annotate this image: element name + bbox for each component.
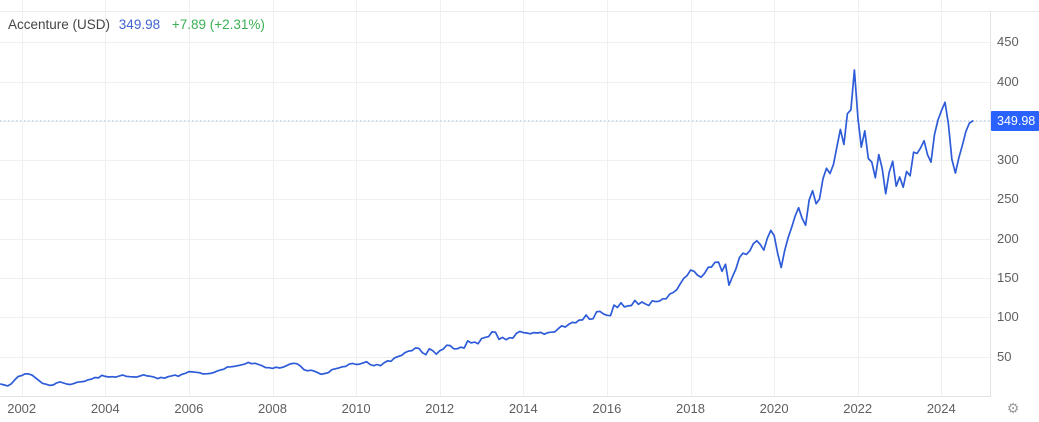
time-axis-label: 2022: [843, 401, 873, 416]
instrument-name: Accenture (USD): [8, 17, 111, 32]
price-axis-label: 200: [997, 230, 1019, 246]
chart-header: Accenture (USD) 349.98 +7.89 (+2.31%): [8, 16, 265, 33]
price-axis-label: 100: [997, 309, 1019, 325]
top-border: [0, 11, 1039, 12]
last-price: 349.98: [118, 17, 161, 32]
price-change: +7.89 (+2.31%): [171, 17, 265, 32]
time-axis-label: 2014: [508, 401, 538, 416]
price-axis-label: 150: [997, 270, 1019, 286]
price-axis-border: [990, 11, 991, 397]
time-axis-label: 2020: [759, 401, 789, 416]
price-axis-label: 400: [997, 73, 1019, 89]
price-chart-plot[interactable]: [0, 0, 990, 397]
time-axis-label: 2004: [90, 401, 120, 416]
time-axis-label: 2024: [926, 401, 956, 416]
price-axis[interactable]: 349.98 450 400 300 250 200 150 100 50: [991, 0, 1039, 397]
time-axis-label: 2016: [592, 401, 622, 416]
price-line-chart[interactable]: [0, 0, 990, 397]
time-axis-label: 2006: [174, 401, 204, 416]
time-axis-label: 2008: [258, 401, 287, 416]
settings-button[interactable]: ⚙: [1002, 399, 1024, 419]
time-axis-label: 2018: [676, 401, 705, 416]
price-axis-label: 300: [997, 152, 1019, 168]
price-series-line: [0, 69, 974, 387]
price-axis-label: 50: [997, 348, 1012, 364]
time-axis-label: 2002: [7, 401, 37, 416]
current-price-badge: 349.98: [991, 110, 1039, 131]
price-axis-label: 250: [997, 191, 1019, 207]
time-axis-label: 2012: [425, 401, 455, 416]
price-axis-label: 450: [997, 34, 1019, 50]
time-axis-border: [0, 396, 990, 397]
time-axis-label: 2010: [341, 401, 371, 416]
time-axis[interactable]: 2002 2004 2006 2008 2010 2012 2014 2016 2018 2020…: [0, 397, 990, 422]
gear-icon: ⚙: [1006, 401, 1020, 417]
